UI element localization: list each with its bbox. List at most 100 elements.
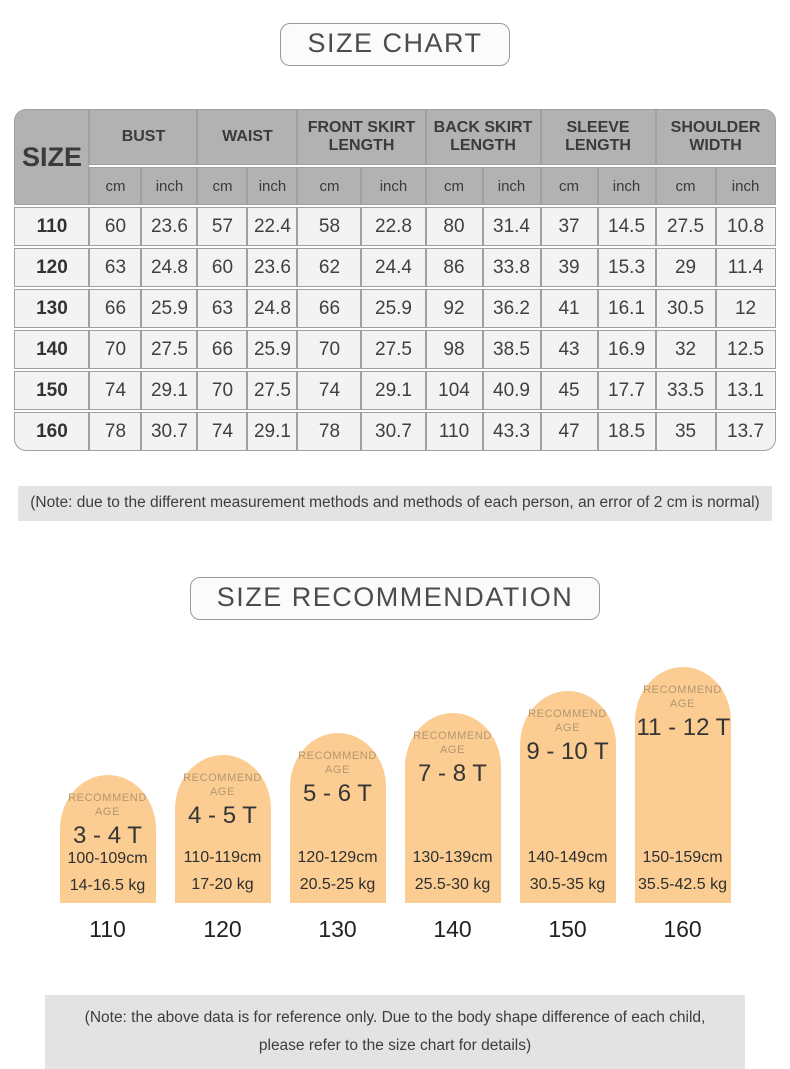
- measurement-cell: 80: [425, 207, 483, 246]
- unit-inch-header: inch: [597, 167, 656, 205]
- table-row: 140 70 27.5 66 25.9 70 27.5 98 38.5 43 1…: [14, 330, 776, 369]
- measurement-cell: 45: [540, 371, 598, 410]
- recommend-label-line: RECOMMEND: [298, 749, 377, 762]
- size-recommendation-item: RECOMMEND AGE 3 - 4 T 100-109cm 14-16.5 …: [59, 774, 156, 943]
- sleeve-length-column-header: SLEEVE LENGTH: [540, 109, 656, 165]
- measurement-note: (Note: due to the different measurement …: [18, 486, 772, 521]
- measurement-cell: 24.8: [247, 289, 298, 328]
- measurement-cell: 110: [425, 412, 483, 451]
- bust-column-header: BUST: [89, 109, 198, 165]
- measurement-cell: 57: [197, 207, 248, 246]
- size-cell: 120: [14, 248, 90, 287]
- measurement-cell: 63: [197, 289, 248, 328]
- measurement-cell: 13.7: [715, 412, 776, 451]
- measurement-cell: 14.5: [597, 207, 656, 246]
- height-range: 120-129cm: [297, 848, 378, 866]
- measurement-cell: 29.1: [247, 412, 298, 451]
- recommend-age-label: RECOMMEND AGE: [177, 771, 269, 800]
- measurement-cell: 12: [715, 289, 776, 328]
- measurement-cell: 58: [297, 207, 362, 246]
- measurement-cell: 24.8: [141, 248, 198, 287]
- measurement-cell: 70: [197, 371, 248, 410]
- arch-shape: RECOMMEND AGE 9 - 10 T 140-149cm 30.5-35…: [519, 690, 616, 903]
- arch-top-text: RECOMMEND AGE 4 - 5 T: [177, 771, 269, 831]
- recommend-age-label: RECOMMEND AGE: [407, 729, 499, 758]
- size-cell: 160: [14, 412, 90, 451]
- size-recommendation-item: RECOMMEND AGE 11 - 12 T 150-159cm 35.5-4…: [634, 666, 731, 943]
- measurement-cell: 39: [540, 248, 598, 287]
- measurement-cell: 92: [425, 289, 483, 328]
- age-range: 9 - 10 T: [526, 738, 609, 766]
- arch-top-text: RECOMMEND AGE 11 - 12 T: [636, 683, 731, 743]
- arch-top-text: RECOMMEND AGE 9 - 10 T: [522, 707, 614, 767]
- size-recommendation-item: RECOMMEND AGE 4 - 5 T 110-119cm 17-20 kg…: [174, 754, 271, 943]
- size-label: 110: [89, 915, 126, 942]
- table-group-header-row: SIZE BUST WAIST FRONT SKIRT LENGTH BACK …: [14, 109, 776, 205]
- size-label: 140: [433, 915, 472, 942]
- measurement-cell: 30.7: [141, 412, 198, 451]
- measurement-cell: 13.1: [715, 371, 776, 410]
- measurement-cell: 41: [540, 289, 598, 328]
- measurement-cell: 78: [297, 412, 362, 451]
- age-label-line: AGE: [94, 805, 121, 818]
- age-range: 11 - 12 T: [636, 714, 731, 742]
- arch-shape: RECOMMEND AGE 5 - 6 T 120-129cm 20.5-25 …: [289, 732, 386, 903]
- measurement-cell: 12.5: [715, 330, 776, 369]
- age-range: 3 - 4 T: [73, 822, 142, 850]
- table-unit-header-row: cm inch cm inch cm inch cm inch cm inch …: [14, 167, 776, 205]
- unit-inch-header: inch: [715, 167, 776, 205]
- measurement-cell: 25.9: [141, 289, 198, 328]
- reference-note-line2: please refer to the size chart for detai…: [258, 1036, 532, 1054]
- measurement-cell: 10.8: [715, 207, 776, 246]
- height-range: 100-109cm: [67, 850, 148, 868]
- measurement-cell: 70: [297, 330, 362, 369]
- arch-shape: RECOMMEND AGE 4 - 5 T 110-119cm 17-20 kg: [174, 754, 271, 903]
- back-skirt-length-column-header: BACK SKIRT LENGTH: [425, 109, 541, 165]
- size-recommendation-graphic: RECOMMEND AGE 3 - 4 T 100-109cm 14-16.5 …: [0, 666, 790, 943]
- size-recommendation-title-wrap: SIZE RECOMMENDATION: [0, 521, 790, 620]
- measurement-cell: 32: [655, 330, 716, 369]
- arch-shape: RECOMMEND AGE 3 - 4 T 100-109cm 14-16.5 …: [59, 774, 156, 903]
- measurement-cell: 18.5: [597, 412, 656, 451]
- weight-range: 20.5-25 kg: [299, 875, 376, 893]
- measurement-cell: 98: [425, 330, 483, 369]
- height-range: 140-149cm: [527, 848, 608, 866]
- unit-cm-header: cm: [89, 167, 142, 205]
- measurement-cell: 35: [655, 412, 716, 451]
- size-chart-title: SIZE CHART: [280, 23, 510, 66]
- measurement-cell: 74: [297, 371, 362, 410]
- measurement-cell: 27.5: [247, 371, 298, 410]
- measurement-cell: 27.5: [141, 330, 198, 369]
- measurement-cell: 74: [89, 371, 142, 410]
- arch-top-text: RECOMMEND AGE 7 - 8 T: [407, 729, 499, 789]
- size-chart-title-wrap: SIZE CHART: [0, 0, 790, 66]
- measurement-cell: 33.5: [655, 371, 716, 410]
- measurement-cell: 66: [197, 330, 248, 369]
- measurement-cell: 37: [540, 207, 598, 246]
- recommend-age-label: RECOMMEND AGE: [522, 707, 614, 736]
- measurement-cell: 25.9: [361, 289, 426, 328]
- table-row: 110 60 23.6 57 22.4 58 22.8 80 31.4 37 1…: [14, 207, 776, 246]
- arch-bottom-text: 140-149cm 30.5-35 kg: [522, 849, 614, 894]
- age-range: 7 - 8 T: [418, 760, 487, 788]
- measurement-cell: 86: [425, 248, 483, 287]
- size-cell: 140: [14, 330, 90, 369]
- measurement-cell: 66: [89, 289, 142, 328]
- measurement-cell: 62: [297, 248, 362, 287]
- size-chart-table: SIZE BUST WAIST FRONT SKIRT LENGTH BACK …: [14, 107, 776, 453]
- height-range: 150-159cm: [642, 848, 723, 866]
- weight-range: 17-20 kg: [191, 875, 254, 893]
- measurement-cell: 16.9: [597, 330, 656, 369]
- size-label: 150: [548, 915, 587, 942]
- measurement-cell: 60: [89, 207, 142, 246]
- measurement-cell: 60: [197, 248, 248, 287]
- age-label-line: AGE: [669, 697, 696, 710]
- unit-cm-header: cm: [655, 167, 716, 205]
- measurement-cell: 40.9: [482, 371, 541, 410]
- size-recommendation-item: RECOMMEND AGE 9 - 10 T 140-149cm 30.5-35…: [519, 690, 616, 943]
- measurement-cell: 63: [89, 248, 142, 287]
- recommend-label-line: RECOMMEND: [643, 683, 722, 696]
- measurement-cell: 43.3: [482, 412, 541, 451]
- size-cell: 130: [14, 289, 90, 328]
- measurement-cell: 22.8: [361, 207, 426, 246]
